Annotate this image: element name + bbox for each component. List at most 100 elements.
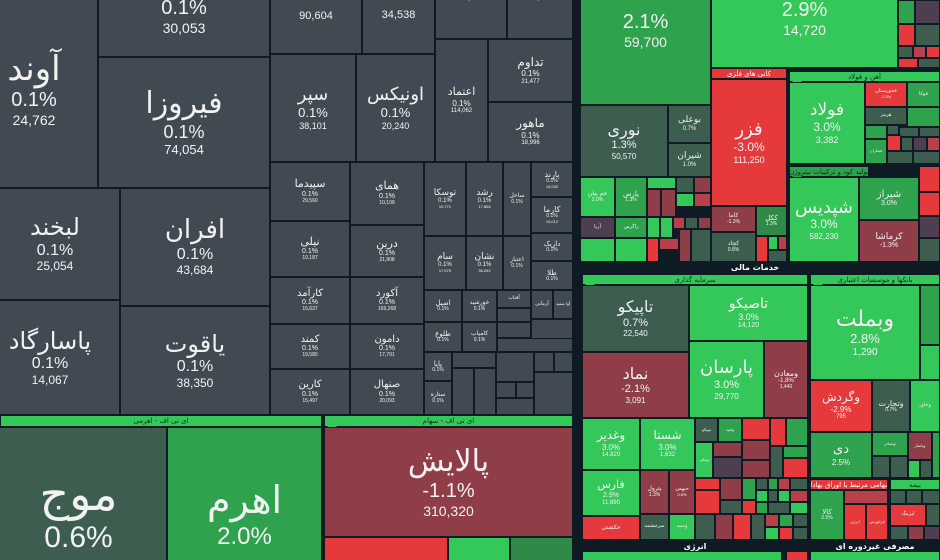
tile-tadavom[interactable]: تداوم 0.1% 21,477	[488, 39, 573, 102]
tile-chem-o[interactable]	[647, 238, 659, 262]
etf-equity-header[interactable]: ای تی اف - سهام	[324, 415, 573, 427]
tile-ore-a[interactable]	[756, 236, 768, 262]
tile-kamand[interactable]: کمند 0.1% 19,580	[270, 324, 350, 369]
tile-small-c[interactable]	[497, 338, 573, 352]
tile-dey[interactable]: دی 2.5%	[810, 432, 872, 478]
tile-inv-aa[interactable]	[790, 502, 808, 514]
tile-iron-j[interactable]	[887, 151, 913, 164]
tile-small-g[interactable]	[554, 352, 573, 372]
tile-top-2[interactable]: 34,538	[362, 0, 435, 54]
tile-bank-d[interactable]	[920, 460, 932, 478]
tile-shepdis[interactable]: شپدیس 3.0% 582,230	[789, 177, 859, 262]
tile-inv-i[interactable]	[742, 460, 770, 478]
tile-fazar[interactable]: فزر -3.0% 111,250	[711, 79, 787, 206]
tile-fert-b[interactable]	[919, 192, 940, 216]
tile-vaghadir[interactable]: وغدیر 3.0% 14,820	[582, 418, 640, 470]
tile-inv-t[interactable]	[768, 490, 778, 502]
tile-inv-u[interactable]	[778, 490, 790, 502]
tile-small-m[interactable]	[534, 372, 573, 415]
iron-steel-header[interactable]: آهن و فولاد	[789, 71, 940, 82]
tile-chem-p[interactable]	[659, 238, 679, 250]
tile-vasepeh[interactable]: وسپه	[669, 514, 695, 540]
tile-chem-j[interactable]	[673, 217, 685, 229]
tile-ins-b[interactable]	[906, 490, 922, 504]
tile-vabsader[interactable]: وبصادر	[872, 432, 908, 456]
tile-small-d[interactable]	[452, 352, 496, 368]
banks-header[interactable]: بانکها و موسسات اعتباری	[810, 274, 940, 285]
tile-khbahman[interactable]: خبهمن 0.8%	[669, 470, 695, 514]
tile-darik[interactable]: داریک 0.1%	[531, 233, 573, 261]
tile-pasargad[interactable]: پاسارگاد 0.1% 14,067	[0, 300, 120, 415]
energy-section[interactable]: انرژی	[582, 541, 808, 551]
tile-fsazan[interactable]: فسازان	[865, 139, 887, 164]
tile-small-h[interactable]	[452, 368, 474, 415]
tile-chem-r[interactable]	[691, 229, 711, 262]
tile-energy-ex[interactable]: انرژی	[844, 504, 866, 540]
tile-etf-small-1[interactable]	[324, 537, 448, 560]
tile-small-b[interactable]	[531, 319, 573, 339]
tile-inv-k[interactable]	[695, 478, 720, 490]
tile-ins-f[interactable]	[908, 526, 924, 540]
tile-fert-a[interactable]	[919, 166, 940, 192]
tile-inv-o[interactable]	[768, 478, 778, 490]
tile-inv-r[interactable]	[695, 490, 720, 514]
tile-bank-c[interactable]	[908, 460, 920, 478]
tile-labkhand[interactable]: لبخند 0.1% 25,054	[0, 188, 120, 300]
tile-chem-d[interactable]	[647, 189, 661, 217]
tile-avand[interactable]: آوند 0.1% 24,762	[0, 0, 98, 188]
tile-top-3[interactable]: 30,448	[435, 0, 507, 39]
tile-top-1[interactable]: 90,604	[270, 0, 362, 54]
tile-top-right-1[interactable]: 2.1% 59,700	[580, 0, 711, 105]
tile-ore-c[interactable]	[778, 236, 787, 250]
tile-nili[interactable]: نیلی 0.1% 10,187	[270, 221, 350, 277]
tile-loloo[interactable]	[497, 308, 531, 322]
tile-top-4[interactable]: 19,372	[507, 0, 573, 39]
tile-parand[interactable]: پارند 0.1% 16,000	[531, 162, 573, 197]
tile-jam-pilen[interactable]: جم پیلن 3.0%	[580, 177, 615, 217]
tile-inv-ad[interactable]	[733, 514, 751, 540]
tile-kamyab[interactable]: کامیاب 0.1%	[462, 322, 497, 352]
tile-asil[interactable]: اصیل 0.1%	[424, 290, 462, 322]
tile-iron-a[interactable]	[907, 107, 940, 127]
tile-tr-c[interactable]	[898, 24, 915, 46]
tile-vagardesh[interactable]: وگردش -2.9% 795	[810, 380, 872, 432]
tile-chem-q[interactable]	[679, 229, 691, 262]
tile-chem-k[interactable]	[685, 217, 698, 229]
tile-chem-a[interactable]	[647, 177, 676, 189]
tile-energy-a[interactable]	[582, 551, 782, 560]
tile-sanhal[interactable]: صنهال 0.1% 20,093	[350, 369, 424, 415]
tile-inv-b[interactable]	[770, 418, 786, 446]
tile-inv-f[interactable]	[770, 446, 783, 478]
tile-inv-af[interactable]	[765, 514, 779, 527]
tile-pars[interactable]: پارس 1.3%	[615, 177, 647, 217]
etf-leveraged-header[interactable]: ای تی اف - اهرمی	[0, 415, 322, 427]
tile-hakashti[interactable]: حکشتی	[582, 516, 640, 540]
tile-palayesh[interactable]: پالایش -1.1% 310,320	[324, 427, 573, 537]
tile-roshd[interactable]: رشد 0.1% 17,868	[466, 162, 503, 236]
investment-header[interactable]: سرمایه گذاری	[582, 274, 808, 285]
tile-vanik[interactable]: ونیکی	[695, 442, 713, 478]
tile-sec-a[interactable]	[844, 490, 888, 504]
tile-tr-d[interactable]	[915, 24, 940, 46]
tile-bank-side-a[interactable]	[920, 285, 940, 345]
tile-petrol[interactable]: پترول 1.3%	[640, 470, 669, 514]
insurance-header[interactable]: بیمه	[890, 479, 940, 490]
tile-foolad[interactable]: فولاد 3.0% 3,382	[789, 82, 865, 164]
tile-small-e[interactable]	[496, 352, 534, 382]
tile-chem-i[interactable]	[660, 217, 673, 238]
tile-iron-h[interactable]	[913, 137, 927, 151]
tile-tolu[interactable]: طلوع 0.1%	[424, 322, 462, 352]
tile-iron-b[interactable]	[865, 125, 887, 139]
tile-sepidma[interactable]: سپیدما 0.1% 29,560	[270, 162, 350, 221]
tile-sam[interactable]: سام 0.1% 17,576	[424, 236, 466, 290]
tile-tapiko[interactable]: تاپیکو 0.7% 22,540	[582, 285, 689, 352]
tile-toska[interactable]: توسکا 0.1% 19,771	[424, 162, 466, 236]
tile-inv-ac[interactable]	[715, 514, 733, 540]
consumer-section[interactable]: مصرفی غیردوره ای	[810, 541, 940, 551]
tile-inv-ak[interactable]	[793, 527, 808, 540]
tile-chem-c[interactable]	[694, 177, 711, 193]
tile-chem-b[interactable]	[676, 177, 694, 193]
tile-ore-b[interactable]	[768, 236, 778, 250]
tile-kermasha[interactable]: کرماشا -1.3%	[859, 220, 919, 262]
tile-inv-ae[interactable]	[751, 514, 765, 540]
